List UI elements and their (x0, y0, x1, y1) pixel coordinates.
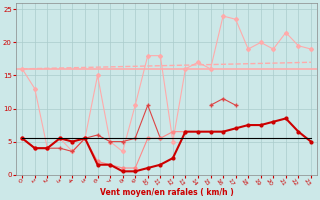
X-axis label: Vent moyen/en rafales ( km/h ): Vent moyen/en rafales ( km/h ) (100, 188, 234, 197)
